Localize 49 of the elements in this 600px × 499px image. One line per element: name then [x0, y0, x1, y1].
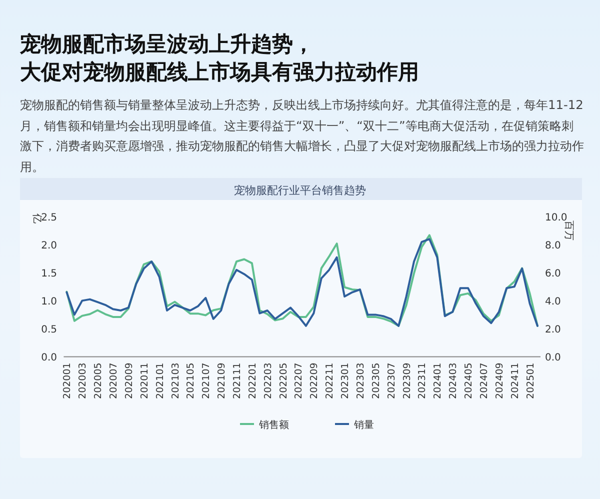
- y2-tick-label: 6.0: [545, 268, 561, 280]
- x-tick-label: 202301: [340, 362, 352, 399]
- y-tick-label: 1.5: [41, 268, 57, 280]
- x-tick-label: 202311: [417, 362, 428, 399]
- x-tick-label: 202107: [201, 362, 212, 399]
- y2-axis-title: 百万: [563, 220, 574, 241]
- x-tick-label: 202207: [294, 362, 305, 399]
- x-tick-label: 202205: [278, 362, 290, 399]
- y2-tick-label: 8.0: [545, 240, 561, 252]
- annotation: 宠物服配行业平台销售趋势: [234, 184, 366, 197]
- y-tick-label: 0.5: [41, 324, 57, 336]
- legend-label: 销售额: [258, 419, 289, 431]
- x-tick-label: 202201: [247, 362, 258, 399]
- x-tick-label: 202411: [510, 362, 521, 399]
- x-tick-label: 202405: [464, 362, 475, 399]
- x-tick-label: 202501: [525, 362, 536, 399]
- y-tick-label: 1.0: [41, 296, 57, 308]
- x-tick-label: 202407: [478, 362, 490, 399]
- x-tick-label: 202401: [432, 362, 444, 399]
- x-tick-label: 202005: [93, 362, 104, 399]
- x-tick-label: 202105: [186, 362, 197, 399]
- x-tick-label: 202109: [216, 362, 228, 399]
- x-tick-label: 202007: [108, 362, 120, 399]
- x-tick-label: 202003: [78, 362, 89, 399]
- x-tick-label: 202211: [324, 362, 336, 399]
- x-tick-label: 202103: [170, 362, 182, 399]
- x-tick-label: 202307: [386, 362, 398, 399]
- y-tick-label: 0.0: [41, 352, 57, 364]
- y2-tick-label: 4.0: [545, 296, 561, 308]
- y-tick-label: 2.0: [41, 240, 57, 252]
- y2-tick-label: 2.0: [545, 324, 561, 336]
- title: 宠物服配市场呈波动上升趋势，大促对宠物服配线上市场具有强力拉动作用: [20, 31, 420, 86]
- subtitle: 宠物服配的销售额与销量整体呈波动上升态势，反映出线上市场持续向好。尤其值得注意的是，每年11-12月，销售额和销量均会出现明显峰值。这主要得益于“双十一”、“双十二”等电商大促活动，在促销策略刺激下，消费者购买意愿增强，推动宠物服配的销售大幅增长，凸显了大促对宠物服配线上市场的强力拉动作用。: [20, 97, 585, 176]
- y-axis-title: 亿: [31, 212, 42, 224]
- x-tick-label: 202209: [309, 362, 320, 399]
- x-tick-label: 202305: [370, 362, 382, 399]
- x-tick-label: 202009: [124, 362, 135, 399]
- x-tick-label: 202111: [232, 362, 243, 399]
- x-tick-label: 202409: [494, 362, 506, 399]
- x-tick-label: 202303: [355, 362, 366, 399]
- x-tick-label: 202001: [62, 362, 74, 399]
- legend-label: 销量: [353, 420, 374, 431]
- x-tick-label: 202403: [448, 362, 460, 399]
- y-tick-label: 2.5: [41, 212, 57, 224]
- x-tick-label: 202011: [139, 362, 150, 399]
- y2-tick-label: 0.0: [545, 352, 561, 364]
- x-tick-label: 202101: [154, 362, 166, 399]
- x-tick-label: 202203: [262, 362, 274, 399]
- x-tick-label: 202309: [402, 362, 413, 399]
